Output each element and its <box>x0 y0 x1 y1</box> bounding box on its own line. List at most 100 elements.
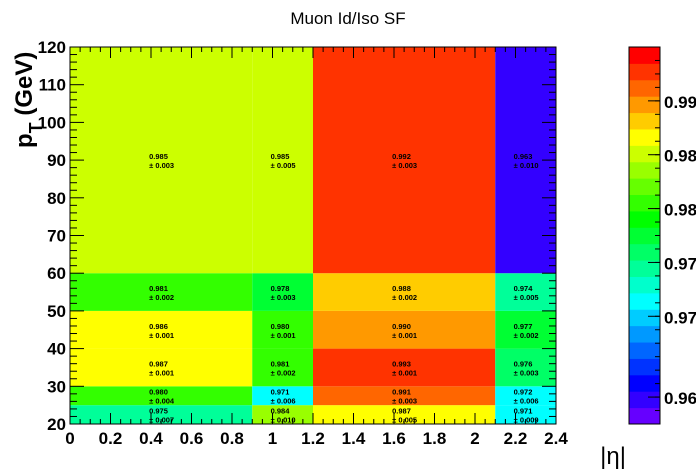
heatmap-cell <box>70 386 253 406</box>
cell-error-label: ± 0.006 <box>271 397 296 406</box>
cell-value-label: 0.984 <box>271 407 291 416</box>
y-tick-label: 60 <box>47 264 66 283</box>
z-tick-label: 0.96 <box>664 389 696 408</box>
heatmap-cell <box>313 386 496 406</box>
cell-error-label: ± 0.003 <box>392 397 417 406</box>
y-tick-label: 120 <box>38 38 66 57</box>
z-tick-label: 0.97 <box>664 308 696 327</box>
cell-error-label: ± 0.002 <box>514 331 539 340</box>
palette-swatch <box>629 243 660 261</box>
cell-value-label: 0.985 <box>271 152 290 161</box>
heatmap-cell <box>70 273 253 311</box>
palette-swatch <box>629 79 660 97</box>
heatmap-cell <box>70 348 253 387</box>
palette-swatch <box>629 227 660 245</box>
cell-value-label: 0.976 <box>514 359 533 368</box>
cell-value-label: 0.986 <box>149 322 168 331</box>
cell-error-label: ± 0.003 <box>271 293 296 302</box>
cell-value-label: 0.985 <box>149 152 168 161</box>
x-tick-label: 2.2 <box>504 429 528 448</box>
y-tick-label: 70 <box>47 227 66 246</box>
cell-error-label: ± 0.006 <box>514 397 539 406</box>
cell-value-label: 0.975 <box>149 407 168 416</box>
heatmap-cell <box>495 273 556 311</box>
heatmap-cell <box>495 386 556 406</box>
cell-value-label: 0.988 <box>392 284 411 293</box>
heatmap-cell <box>495 348 556 387</box>
cell-error-label: ± 0.005 <box>271 161 296 170</box>
heatmap-cells <box>70 47 556 424</box>
x-tick-label: 1.6 <box>382 429 406 448</box>
palette-swatch <box>629 391 660 409</box>
cell-value-label: 0.980 <box>271 322 290 331</box>
palette-swatch <box>629 358 660 376</box>
y-tick-label: 100 <box>38 113 66 132</box>
palette-swatch <box>629 63 660 81</box>
palette-swatch <box>629 309 660 327</box>
x-tick-label: 1.4 <box>342 429 366 448</box>
palette-swatch <box>629 112 660 130</box>
y-tick-label: 40 <box>47 340 66 359</box>
z-tick-label: 0.98 <box>664 147 696 166</box>
z-tick-label: 0.97 <box>664 254 696 273</box>
cell-value-label: 0.963 <box>514 152 533 161</box>
chart-title: Muon Id/Iso SF <box>290 9 405 28</box>
palette-swatch <box>629 342 660 359</box>
palette-swatch <box>629 161 660 179</box>
y-axis-label-unit: (GeV) <box>11 52 38 123</box>
x-tick-label: 0.8 <box>220 429 244 448</box>
palette-swatch <box>629 407 660 425</box>
y-axis-label: pT (GeV) <box>11 52 46 148</box>
cell-error-label: ± 0.001 <box>392 368 417 377</box>
heatmap-cell <box>70 47 253 274</box>
x-tick-label: 0.4 <box>139 429 163 448</box>
palette-swatch <box>629 96 660 114</box>
y-tick-label: 50 <box>47 302 66 321</box>
cell-error-label: ± 0.004 <box>149 397 175 406</box>
palette-swatch <box>629 374 660 392</box>
z-tick-label: 0.99 <box>664 93 696 112</box>
cell-value-label: 0.972 <box>514 388 533 397</box>
cell-value-label: 0.993 <box>392 359 411 368</box>
y-axis-label-main: p <box>11 133 38 148</box>
cell-value-label: 0.991 <box>392 388 411 397</box>
cell-error-label: ± 0.003 <box>149 161 174 170</box>
palette-swatch <box>629 292 660 310</box>
x-tick-label: 1.8 <box>423 429 447 448</box>
heatmap-cell <box>252 310 313 349</box>
palette-swatch <box>629 47 660 64</box>
cell-value-label: 0.974 <box>514 284 534 293</box>
y-axis: 20 30 40 50 60 70 80 90 100 110 120 <box>38 38 556 434</box>
y-tick-label: 30 <box>47 377 66 396</box>
heatmap-cell <box>313 348 496 387</box>
x-axis: 0 0.2 0.4 0.6 0.8 1 1.2 1.4 1.6 1.8 2 2.2 2.4 <box>65 47 568 448</box>
cell-value-label: 0.992 <box>392 152 411 161</box>
cell-error-label: ± 0.002 <box>271 368 296 377</box>
x-tick-label: 1 <box>268 429 277 448</box>
cell-error-label: ± 0.003 <box>392 161 417 170</box>
x-axis-label: |η| <box>600 443 626 470</box>
cell-value-label: 0.987 <box>392 407 411 416</box>
cell-error-label: ± 0.001 <box>149 331 174 340</box>
y-axis-label-subscript: T <box>26 122 46 133</box>
heatmap-cell <box>70 405 253 424</box>
y-tick-label: 20 <box>47 415 66 434</box>
x-tick-label: 2.4 <box>544 429 568 448</box>
heatmap-cell <box>252 386 313 406</box>
heatmap-cell <box>252 348 313 387</box>
palette-swatch <box>629 128 660 146</box>
palette-swatch <box>629 260 660 277</box>
cell-value-label: 0.977 <box>514 322 533 331</box>
cell-error-label: ± 0.001 <box>392 331 417 340</box>
x-tick-label: 0.6 <box>180 429 204 448</box>
palette-swatch <box>629 145 660 163</box>
heatmap-cell <box>313 405 496 424</box>
color-palette <box>628 46 661 425</box>
cell-value-label: 0.981 <box>271 359 290 368</box>
cell-value-label: 0.990 <box>392 322 411 331</box>
z-axis: 0.96 0.97 0.97 0.98 0.98 0.99 <box>648 59 696 425</box>
palette-swatch <box>629 178 660 196</box>
heatmap-cell <box>313 47 496 274</box>
cell-error-label: ± 0.003 <box>514 368 539 377</box>
